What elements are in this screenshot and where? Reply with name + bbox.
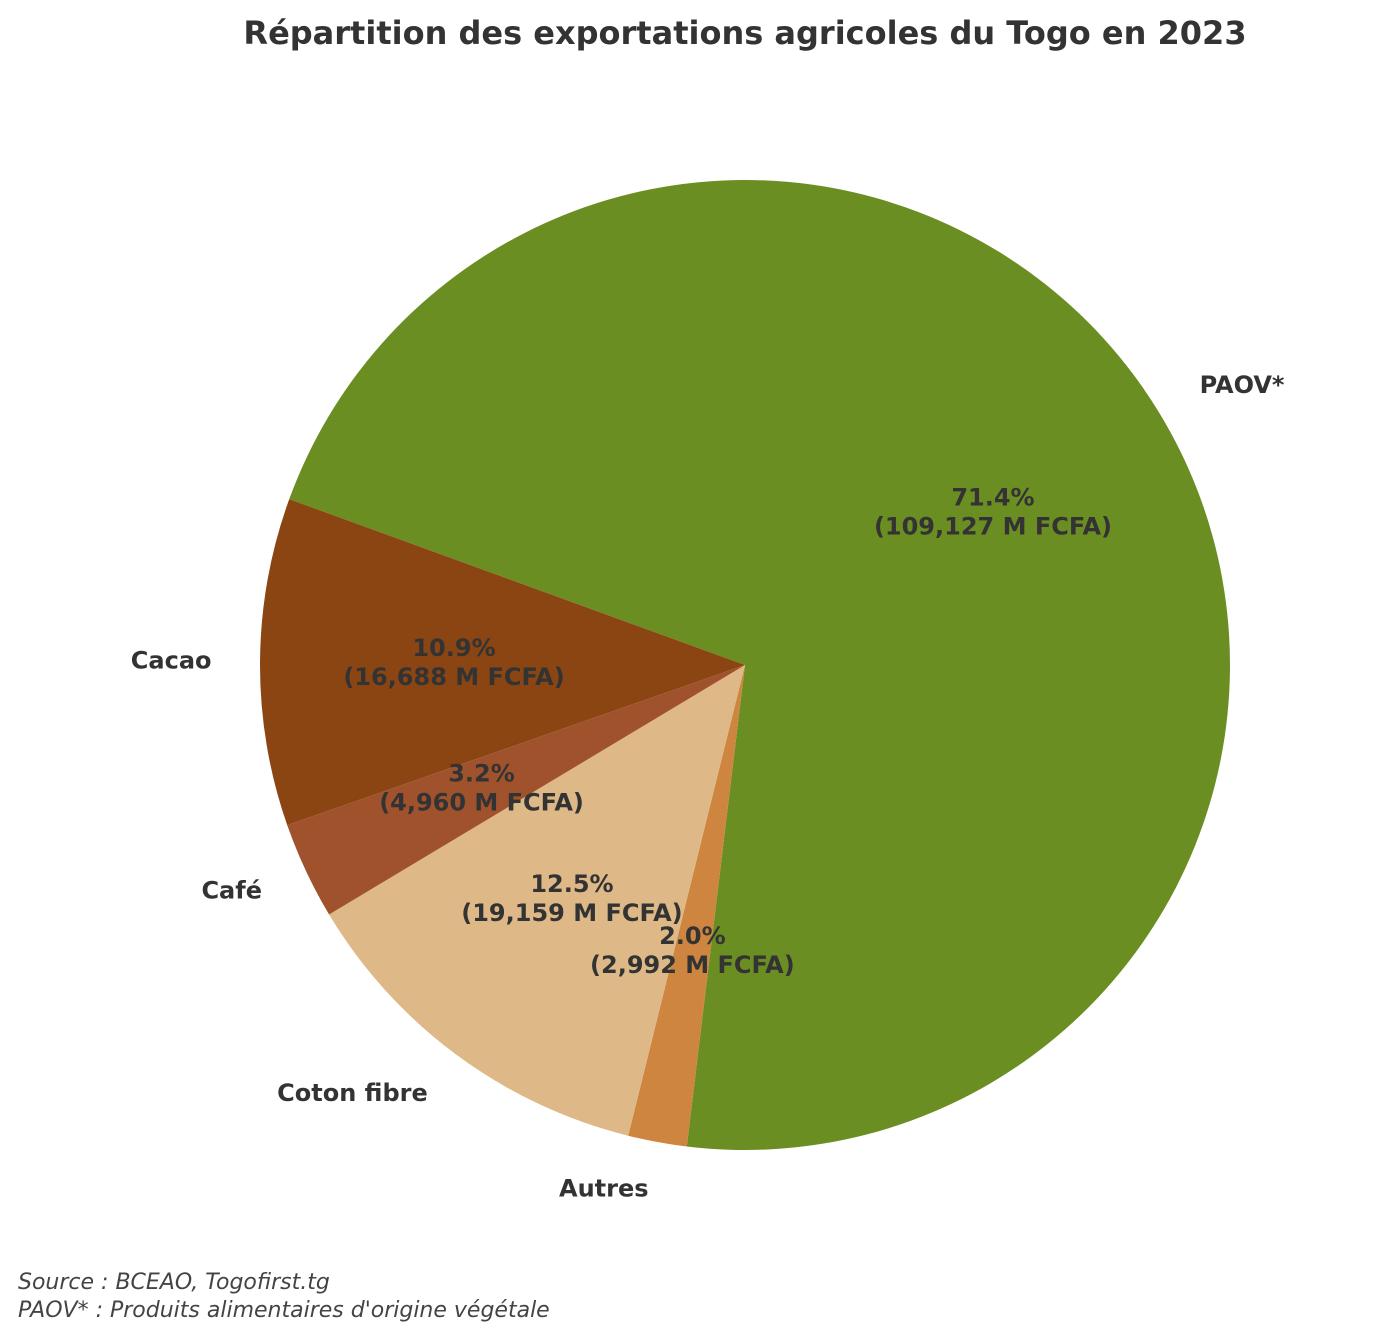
slice-label-cacao: Cacao — [131, 647, 212, 675]
chart-title: Répartition des exportations agricoles d… — [243, 14, 1247, 52]
slice-percent-coton-fibre: 12.5% — [530, 870, 613, 898]
pie-slice-cacao — [259, 499, 745, 826]
slice-label-cafe: Café — [201, 877, 262, 905]
slice-percent-cafe: 3.2% — [448, 760, 515, 788]
pie-slices — [259, 180, 1230, 1151]
pie-slice-paov — [289, 180, 1230, 1151]
slice-label-autres: Autres — [559, 1175, 649, 1203]
pie-slice-coton-fibre — [329, 665, 745, 1136]
slice-amount-coton-fibre: (19,159 M FCFA) — [461, 899, 682, 927]
slice-amount-cafe: (4,960 M FCFA) — [379, 789, 584, 817]
slice-amount-paov: (109,127 M FCFA) — [874, 513, 1112, 541]
paov-footnote: PAOV* : Produits alimentaires d'origine … — [18, 1298, 550, 1323]
slice-percent-cacao: 10.9% — [412, 634, 495, 662]
slice-amount-cacao: (16,688 M FCFA) — [343, 663, 564, 691]
slice-label-coton-fibre: Coton fibre — [277, 1079, 428, 1107]
slice-percent-paov: 71.4% — [951, 484, 1034, 512]
pie-slice-cafe — [287, 665, 745, 915]
slice-label-paov: PAOV* — [1200, 371, 1285, 399]
pie-slice-autres — [628, 665, 745, 1147]
slice-amount-autres: (2,992 M FCFA) — [590, 951, 795, 979]
pie-chart: PAOV* 71.4%(109,127 M FCFA) Autres 2.0%(2,9… — [131, 180, 1285, 1203]
pie-labels: PAOV* 71.4%(109,127 M FCFA) Autres 2.0%(2,9… — [131, 371, 1285, 1203]
slice-percent-autres: 2.0% — [659, 922, 726, 950]
source-note: Source : BCEAO, Togofirst.tg — [18, 1270, 330, 1295]
